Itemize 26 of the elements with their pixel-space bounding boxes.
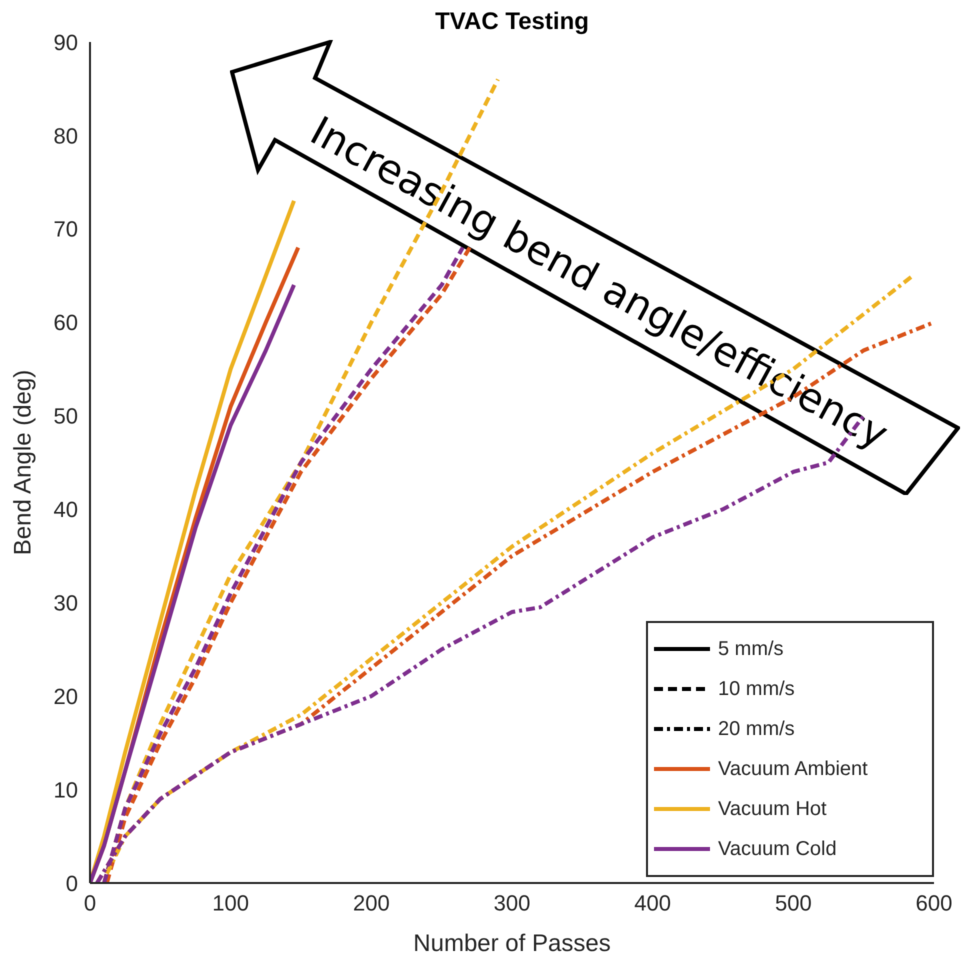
y-tick-label: 40 — [54, 497, 78, 522]
x-tick-label: 500 — [774, 890, 812, 916]
y-tick-label: 60 — [54, 310, 78, 336]
x-axis-title: Number of Passes — [413, 930, 611, 957]
x-tick-label: 100 — [212, 890, 250, 916]
legend-label: 10 mm/s — [718, 678, 795, 700]
x-tick-label: 300 — [494, 890, 530, 916]
y-tick-label: 80 — [54, 123, 78, 148]
x-tick-label: 400 — [634, 890, 672, 916]
y-tick-label: 30 — [54, 590, 78, 616]
legend-label: Vacuum Ambient — [718, 758, 868, 780]
legend-label: Vacuum Cold — [718, 838, 837, 860]
legend-label: 5 mm/s — [718, 638, 784, 660]
legend-label: 20 mm/s — [718, 718, 795, 740]
x-tick-label: 0 — [84, 890, 96, 916]
y-tick-label: 90 — [54, 30, 78, 55]
legend-label: Vacuum Hot — [718, 798, 827, 820]
y-tick-label: 0 — [66, 870, 78, 896]
x-tick-label: 600 — [916, 890, 952, 916]
chart-title: TVAC Testing — [434, 8, 590, 36]
y-axis-title: Bend Angle (deg) — [10, 370, 37, 556]
y-tick-label: 10 — [54, 777, 78, 802]
x-tick-label: 200 — [352, 890, 390, 916]
y-tick-label: 70 — [54, 216, 78, 242]
y-tick-label: 50 — [54, 404, 78, 429]
y-tick-label: 20 — [54, 684, 78, 709]
